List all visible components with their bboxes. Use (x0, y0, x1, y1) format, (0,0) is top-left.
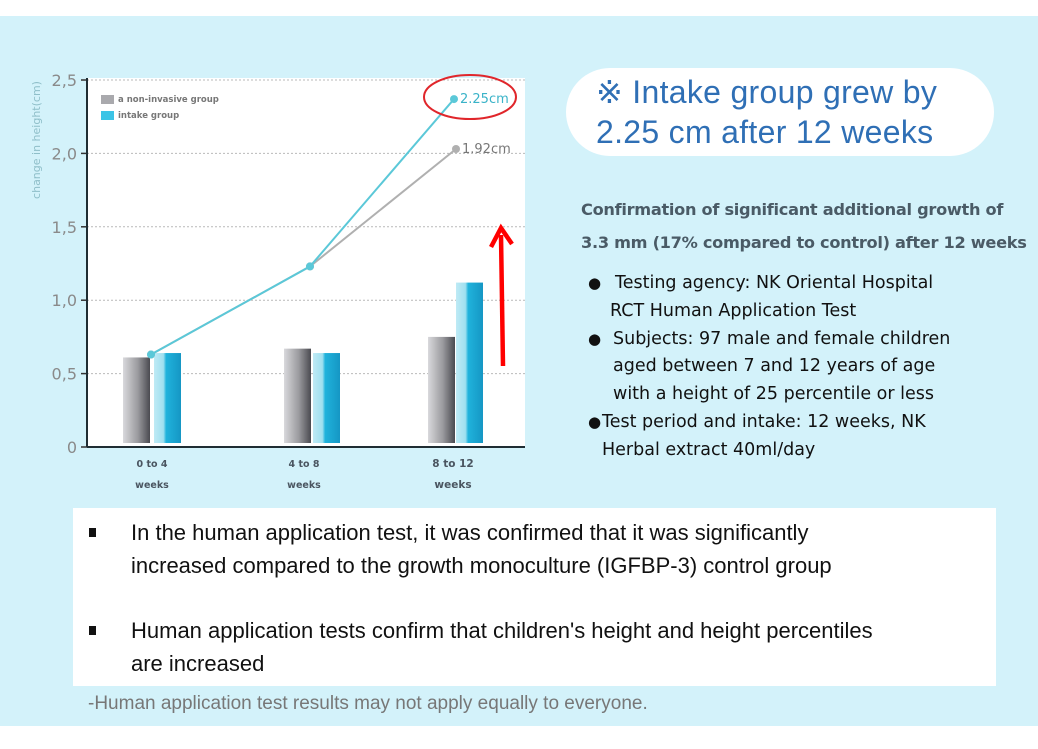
bar-intake (313, 353, 340, 443)
x-tick-label: 4 to 8 (289, 459, 320, 470)
x-tick-label: 8 to 12 (432, 458, 473, 470)
detail-text: RCT Human Application Test (610, 300, 857, 321)
detail-item-subjects: ● Subjects: 97 male and female children … (588, 326, 1028, 409)
y-tick-label: 1,0 (52, 291, 77, 310)
y-tick-label: 1,5 (52, 218, 77, 237)
x-tick-label: weeks (287, 480, 321, 491)
detail-text: Subjects: 97 male and female children (613, 328, 951, 349)
x-tick-label: weeks (135, 480, 169, 491)
detail-text: Herbal extract 40ml/day (602, 439, 816, 460)
intake-cumulative-point (306, 262, 314, 271)
y-tick-label: 2,5 (52, 71, 77, 90)
headline-line-1: ※ Intake group grew by (596, 74, 938, 110)
legend-swatch-non-invasive (101, 95, 114, 104)
non-invasive-cumulative-end-label: 1.92cm (462, 142, 511, 157)
y-tick-label: 2,0 (52, 144, 77, 163)
note-text: are increased (131, 651, 265, 676)
x-tick-label: weeks (434, 479, 471, 491)
subheading-line-2: 3.3 mm (17% compared to control) after 1… (581, 233, 1027, 252)
x-tick-label: 0 to 4 (137, 459, 168, 470)
bar-non-invasive (123, 357, 150, 443)
intake-cumulative-point (450, 95, 458, 104)
headline-bubble (566, 68, 994, 156)
detail-text: aged between 7 and 12 years of age (613, 356, 936, 377)
bar-non-invasive (428, 336, 455, 443)
bar-non-invasive (284, 348, 311, 443)
intake-cumulative-point (147, 350, 155, 359)
y-tick-label: 0,5 (52, 365, 77, 384)
note-text: Human application tests confirm that chi… (131, 618, 873, 643)
highlight-circle (423, 74, 517, 120)
bullet-icon: ● (588, 329, 602, 348)
intake-cumulative-end-label: 2.25cm (460, 92, 509, 107)
detail-item-agency: ● Testing agency: NK Oriental Hospital R… (588, 270, 1028, 326)
note-item: In the human application test, it was co… (89, 516, 981, 582)
detail-item-period: ● Test period and intake: 12 weeks, NK H… (588, 409, 1028, 465)
headline-line-2: 2.25 cm after 12 weeks (596, 114, 934, 150)
bar-intake (154, 353, 181, 443)
y-axis-label: change in height(cm) (30, 81, 43, 199)
red-arrow-icon (489, 223, 514, 367)
detail-text: Test period and intake: 12 weeks, NK (602, 411, 926, 432)
bullet-icon: ● (588, 274, 602, 292)
square-bullet-icon (89, 626, 96, 635)
chart-svg: 0 0,5 1,0 1,5 2,0 2,5 1.92cm 2.25cm 0 to 4 week… (30, 71, 525, 491)
non-invasive-cumulative-point (452, 144, 460, 153)
disclaimer: -Human application test results may not … (88, 693, 648, 714)
y-tick-label: 0 (67, 438, 77, 457)
legend-label-non-invasive: a non-invasive group (118, 95, 219, 105)
bullet-icon: ● (588, 412, 602, 431)
detail-text: Testing agency: NK Oriental Hospital (615, 273, 934, 293)
study-details-list: ● Testing agency: NK Oriental Hospital R… (588, 270, 1028, 465)
detail-text: with a height of 25 percentile or less (613, 384, 934, 405)
legend-swatch-intake (101, 111, 114, 120)
bar-intake (456, 282, 483, 443)
square-bullet-icon (89, 528, 96, 537)
legend-label-intake: intake group (118, 111, 179, 121)
headline: ※ Intake group grew by 2.25 cm after 12 … (596, 72, 1016, 152)
subheading: Confirmation of significant additional g… (581, 193, 1038, 259)
growth-chart: 0 0,5 1,0 1,5 2,0 2,5 1.92cm 2.25cm 0 to 4 week… (0, 0, 560, 500)
note-text: In the human application test, it was co… (131, 520, 809, 545)
note-item: Human application tests confirm that chi… (89, 614, 981, 680)
note-text: increased compared to the growth monocul… (131, 553, 832, 578)
subheading-line-1: Confirmation of significant additional g… (581, 200, 1004, 219)
notes-box: In the human application test, it was co… (73, 508, 996, 686)
